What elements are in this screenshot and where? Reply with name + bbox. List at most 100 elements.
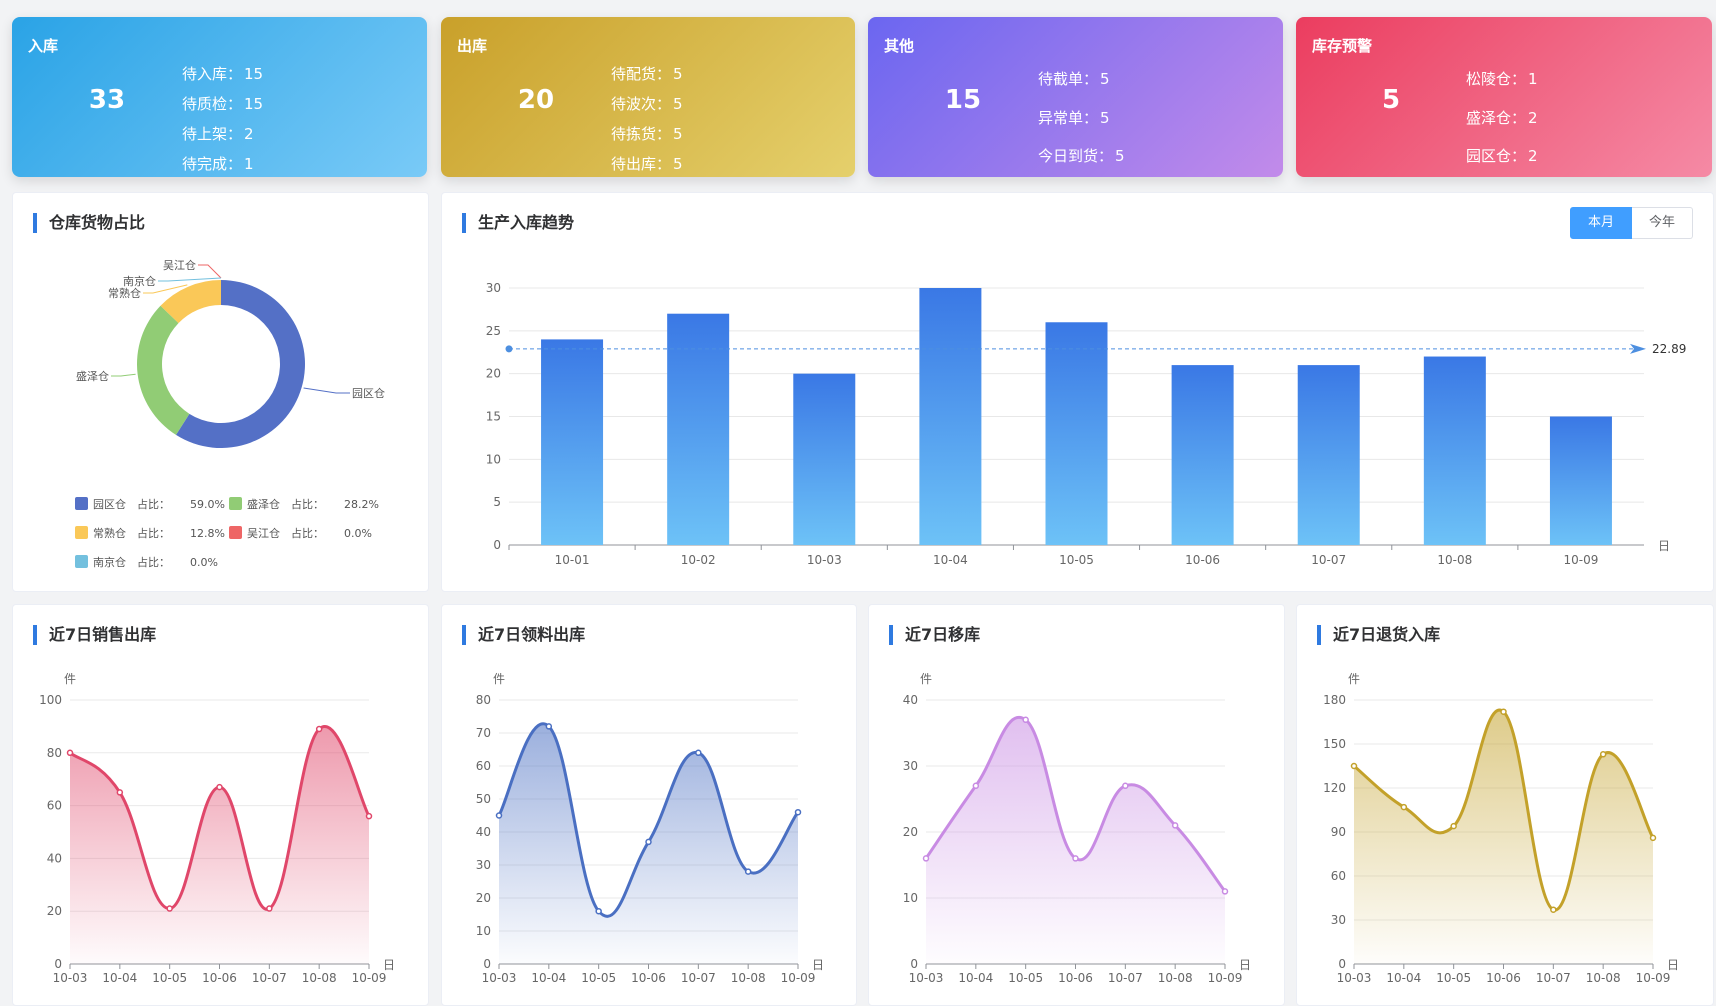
legend-swatch[interactable] <box>229 497 242 510</box>
card-item: 园区仓： 2 <box>1464 145 1538 166</box>
bar[interactable] <box>541 339 604 545</box>
x-axis-unit: 日 <box>1658 539 1670 553</box>
card-item-value: 5 <box>673 65 683 83</box>
y-tick-label: 60 <box>476 759 491 773</box>
data-point[interactable] <box>66 749 74 757</box>
card-inbound[interactable]: 入库 33 待入库： 15 待质检： 15 待上架： 2 待完成： 1 <box>12 17 427 177</box>
data-point[interactable] <box>1072 855 1079 862</box>
x-tick-label: 10-09 <box>1636 971 1671 985</box>
x-tick-label: 10-05 <box>1008 971 1043 985</box>
bar[interactable] <box>1297 365 1360 545</box>
mean-line-arrow <box>1630 343 1646 354</box>
legend-pct: 0.0% <box>190 556 218 569</box>
card-item: 待完成： 1 <box>180 153 254 174</box>
card-title: 库存预警 <box>1312 37 1373 55</box>
panel-title: 近7日移库 <box>889 625 980 645</box>
panel-title: 仓库货物占比 <box>33 213 145 233</box>
data-point[interactable] <box>116 789 124 796</box>
y-axis-unit: 件 <box>64 672 76 686</box>
tab-this-year[interactable]: 今年 <box>1632 207 1693 239</box>
card-item-label: 待拣货： <box>611 125 672 143</box>
card-outbound[interactable]: 出库 20 待配货： 5 待波次： 5 待拣货： 5 待出库： 5 <box>441 17 855 177</box>
data-point[interactable] <box>645 838 652 846</box>
legend-ratio-label: 占比： <box>137 555 170 569</box>
donut-slice[interactable] <box>175 280 306 448</box>
panel-title: 生产入库趋势 <box>462 213 574 233</box>
data-point[interactable] <box>365 812 373 820</box>
y-tick-label: 10 <box>903 891 918 905</box>
data-point[interactable] <box>922 855 930 862</box>
card-stock-warning[interactable]: 库存预警 5 松陵仓： 1 盛泽仓： 2 园区仓： 2 <box>1296 17 1712 177</box>
x-tick-label: 10-04 <box>958 971 993 985</box>
data-point[interactable] <box>1171 822 1179 829</box>
x-tick-label: 10-07 <box>1311 553 1346 567</box>
data-point[interactable] <box>1022 716 1029 724</box>
card-other[interactable]: 其他 15 待截单： 5 异常单： 5 今日到货： 5 <box>868 17 1283 177</box>
data-point[interactable] <box>166 905 173 912</box>
legend-swatch[interactable] <box>75 555 88 568</box>
trend-panel: 生产入库趋势 本月 今年 0 5 10 15 20 25 30 10-01 10-02 10-03… <box>441 192 1714 592</box>
legend-pct: 59.0% <box>190 498 225 511</box>
y-tick-label: 60 <box>1331 869 1346 883</box>
donut-slice[interactable] <box>160 280 221 324</box>
y-tick-label: 20 <box>903 825 918 839</box>
bar[interactable] <box>793 373 856 545</box>
x-tick-label: 10-01 <box>555 553 590 567</box>
data-point[interactable] <box>545 723 553 730</box>
legend-pct: 12.8% <box>190 527 225 540</box>
card-value: 20 <box>517 85 555 115</box>
legend-swatch[interactable] <box>229 526 242 539</box>
y-tick-label: 30 <box>903 759 918 773</box>
bar[interactable] <box>1171 365 1234 545</box>
legend-swatch[interactable] <box>75 497 88 510</box>
data-point[interactable] <box>1550 906 1557 913</box>
y-tick-label: 10 <box>476 924 491 938</box>
data-point[interactable] <box>1599 751 1607 758</box>
y-tick-label: 40 <box>47 851 62 865</box>
legend-swatch[interactable] <box>75 526 88 539</box>
x-tick-label: 10-09 <box>1208 971 1243 985</box>
area-fill <box>926 717 1225 964</box>
data-point[interactable] <box>495 812 503 819</box>
donut-slice[interactable] <box>137 305 190 435</box>
x-tick-label: 10-06 <box>1486 971 1521 985</box>
data-point[interactable] <box>695 749 702 757</box>
y-tick-label: 30 <box>476 858 491 872</box>
bar[interactable] <box>1423 356 1486 545</box>
data-point[interactable] <box>266 905 273 912</box>
card-value: 15 <box>944 85 982 115</box>
bar[interactable] <box>1549 416 1612 546</box>
y-tick-label: 30 <box>486 281 501 295</box>
data-point[interactable] <box>794 808 802 816</box>
data-point[interactable] <box>1221 888 1229 895</box>
x-tick-label: 10-07 <box>252 971 287 985</box>
card-item-value: 5 <box>1100 109 1110 127</box>
data-point[interactable] <box>972 782 980 790</box>
data-point[interactable] <box>1122 782 1129 790</box>
period-tabs: 本月 今年 <box>1570 207 1693 239</box>
data-point[interactable] <box>315 725 323 733</box>
data-point[interactable] <box>1500 708 1507 715</box>
data-point[interactable] <box>1350 762 1358 770</box>
x-axis-unit: 日 <box>812 958 824 972</box>
y-tick-label: 80 <box>476 693 491 707</box>
y-tick-label: 10 <box>486 452 501 466</box>
data-point[interactable] <box>1400 803 1408 811</box>
bar[interactable] <box>667 313 730 545</box>
y-tick-label: 60 <box>47 799 62 813</box>
data-point[interactable] <box>1649 834 1657 842</box>
card-item-value: 2 <box>244 125 254 143</box>
data-point[interactable] <box>1450 822 1457 830</box>
data-point[interactable] <box>216 783 223 791</box>
card-value: 33 <box>88 85 126 115</box>
area-fill <box>70 726 369 964</box>
x-tick-label: 10-05 <box>581 971 616 985</box>
tab-this-month[interactable]: 本月 <box>1570 207 1632 239</box>
bar[interactable] <box>1045 322 1108 545</box>
card-item: 异常单： 5 <box>1036 107 1110 128</box>
x-tick-label: 10-05 <box>1436 971 1471 985</box>
data-point[interactable] <box>744 868 752 875</box>
bar[interactable] <box>919 288 982 545</box>
data-point[interactable] <box>595 907 602 915</box>
